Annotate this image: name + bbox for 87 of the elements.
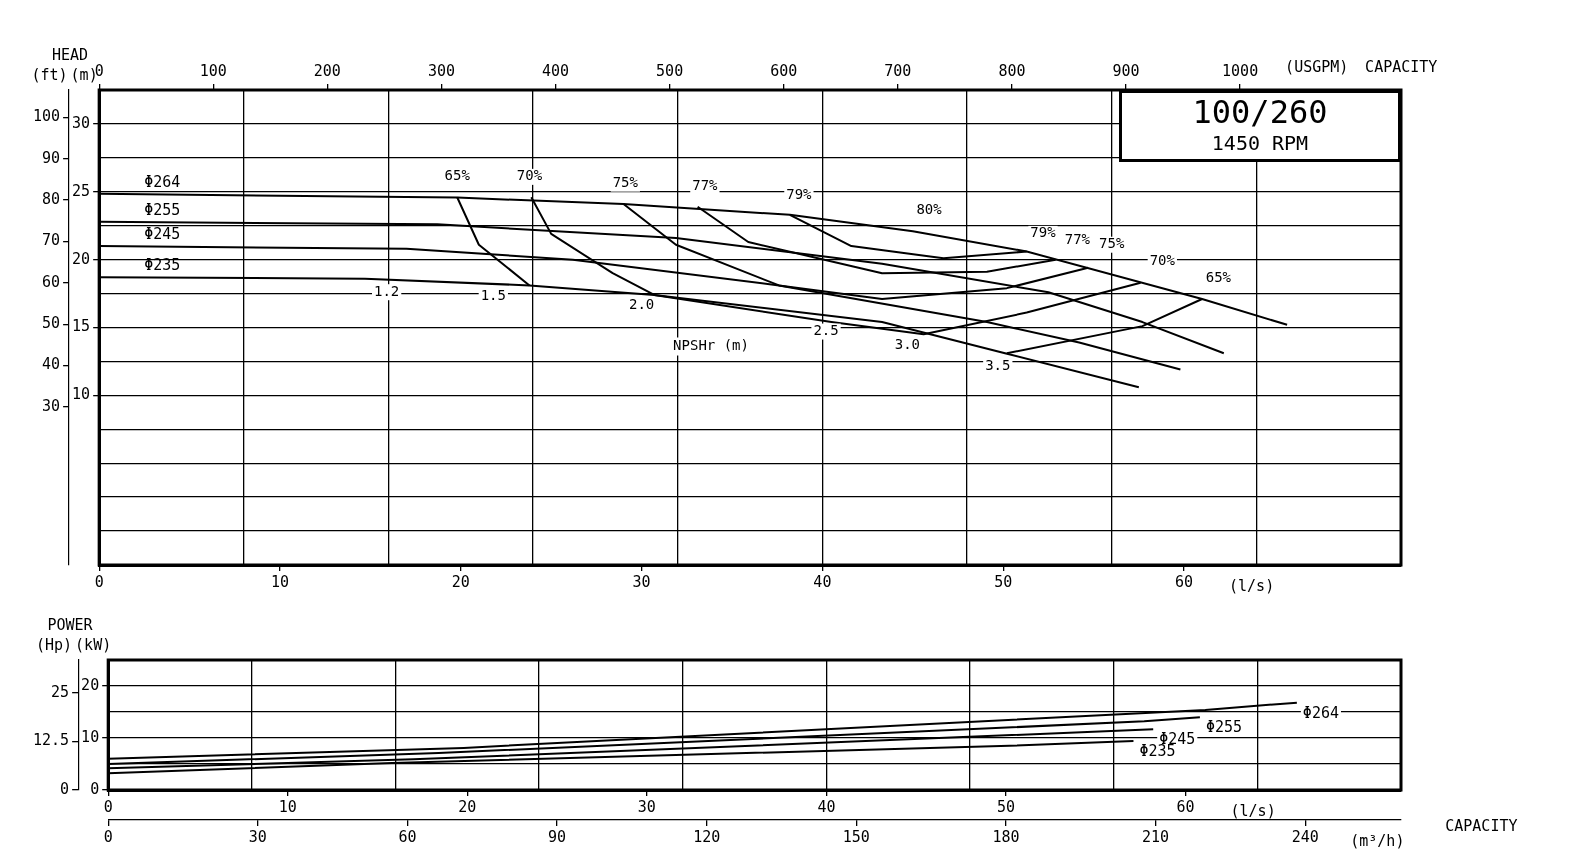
text: HEAD [51, 45, 89, 64]
x2-tick-label: 200 [313, 61, 341, 80]
y2-tick-label: 12.5 [33, 731, 70, 750]
y-tick-label: 30 [72, 113, 91, 132]
x2-tick-label: 700 [884, 61, 912, 80]
y2-tick-label: 25 [51, 682, 70, 701]
annotation: 1.2 [374, 282, 400, 299]
x-tick-label: 0 [103, 797, 113, 816]
annotation: NPSHr (m) [673, 337, 749, 354]
x2-tick-label: 300 [427, 61, 455, 80]
text: CAPACITY [1445, 816, 1518, 835]
annotation: 70% [516, 167, 543, 184]
y2-tick-label: 100 [33, 107, 61, 126]
text: POWER [47, 615, 94, 634]
x-tick-label: 10 [278, 797, 297, 816]
y-tick-label: 20 [72, 249, 91, 268]
title-box: 100/260 1450 RPM [1119, 90, 1401, 162]
x-axis-title: (l/s) [1229, 576, 1275, 595]
x-tick-label: 20 [458, 797, 477, 816]
y-tick-label: 10 [72, 385, 91, 404]
x-tick-label: 40 [817, 797, 836, 816]
x2-tick-label: 90 [548, 827, 567, 846]
x-tick-label: 50 [994, 572, 1013, 591]
annotation: 77% [692, 177, 719, 193]
series-label: Φ255 [144, 200, 181, 219]
annotation: 3.5 [985, 357, 1011, 374]
annotation: 77% [1064, 231, 1091, 248]
series-label: Φ255 [1205, 718, 1243, 737]
y-axis-title: (kW) [75, 635, 112, 654]
x2-axis-title: (USGPM) [1285, 57, 1349, 76]
x2-tick-label: 30 [248, 827, 267, 846]
y2-tick-label: 60 [42, 272, 61, 291]
series-label: Φ264 [144, 172, 181, 191]
series-label: Φ264 [1302, 703, 1339, 722]
x2-axis-title: (m³/h) [1350, 831, 1405, 850]
y2-tick-label: 50 [42, 314, 61, 333]
x-tick-label: 60 [1176, 797, 1195, 816]
x2-tick-label: 600 [770, 61, 798, 80]
y2-axis-title: (Hp) [36, 635, 73, 654]
annotation: 2.0 [628, 296, 655, 313]
x-axis-title: (l/s) [1230, 801, 1276, 820]
annotation: 3.0 [894, 335, 921, 352]
annotation: 70% [1149, 251, 1176, 268]
annotation: 79% [1030, 224, 1057, 241]
x2-tick-label: 900 [1112, 61, 1140, 80]
x-tick-label: 30 [632, 572, 651, 591]
x-tick-label: 50 [996, 797, 1015, 816]
x2-tick-label: 100 [199, 61, 227, 80]
y2-tick-label: 30 [42, 396, 61, 415]
x2-tick-label: 0 [103, 827, 113, 846]
x2-tick-label: 400 [541, 61, 570, 80]
annotation: 80% [916, 201, 943, 218]
annotation: 75% [612, 174, 639, 191]
y-tick-label: 0 [90, 779, 100, 798]
series-label: Φ245 [144, 224, 181, 243]
annotation: 1.5 [480, 286, 506, 303]
y-tick-label: 10 [81, 727, 100, 746]
x2-tick-label: 120 [693, 827, 721, 846]
x-tick-label: 10 [270, 572, 289, 591]
y-tick-label: 15 [72, 317, 91, 336]
y2-tick-label: 90 [42, 148, 61, 167]
x-tick-label: 40 [813, 572, 832, 591]
y-tick-label: 20 [81, 675, 100, 694]
y2-tick-label: 70 [42, 231, 61, 250]
x2-tick-label: 180 [992, 827, 1020, 846]
y2-tick-label: 0 [60, 779, 70, 798]
annotation: 2.5 [813, 322, 839, 339]
y2-tick-label: 40 [42, 355, 61, 374]
annotation: 79% [786, 186, 813, 203]
x2-tick-label: 800 [998, 61, 1026, 80]
x2-tick-label: 210 [1142, 827, 1170, 846]
annotation: 65% [1205, 269, 1232, 286]
x-tick-label: 30 [637, 797, 656, 816]
x2-tick-label: 500 [656, 61, 684, 80]
annotation: 65% [444, 167, 471, 184]
x-tick-label: 20 [451, 572, 470, 591]
x-tick-label: 60 [1174, 572, 1194, 591]
x2-tick-label: 240 [1291, 827, 1319, 846]
y2-tick-label: 80 [42, 189, 61, 208]
chart-title: 100/260 [1191, 93, 1329, 131]
y-tick-label: 25 [72, 181, 91, 200]
x2-tick-label: 60 [398, 827, 417, 846]
x2-tick-label: 1000 [1222, 61, 1259, 80]
annotation: 75% [1099, 235, 1125, 252]
y2-axis-title: (ft) [31, 65, 68, 84]
text: CAPACITY [1365, 57, 1438, 76]
x2-tick-label: 150 [842, 827, 870, 846]
